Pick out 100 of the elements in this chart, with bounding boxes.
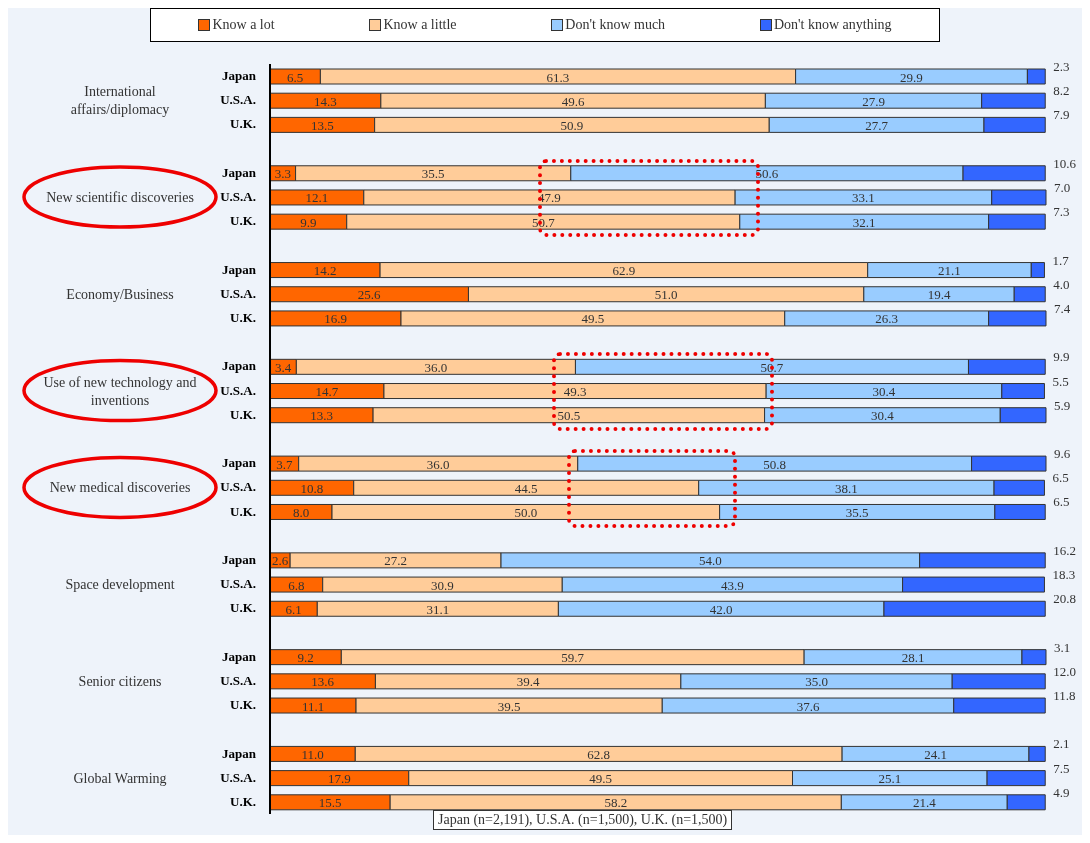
data-label: 7.5 bbox=[1053, 760, 1070, 776]
data-label: 32.1 bbox=[852, 214, 876, 230]
data-label: 5.5 bbox=[1052, 373, 1069, 389]
data-label: 2.3 bbox=[1053, 59, 1070, 74]
data-label: 11.0 bbox=[301, 746, 324, 762]
y-tick-label: Japan bbox=[222, 648, 257, 664]
legend-label: Know a lot bbox=[211, 17, 275, 33]
data-label: 2.6 bbox=[271, 553, 289, 569]
data-label: 49.5 bbox=[589, 771, 613, 787]
data-label: 49.5 bbox=[581, 311, 605, 327]
data-label: 8.0 bbox=[292, 504, 310, 520]
data-label: 4.0 bbox=[1053, 276, 1070, 292]
data-label: 14.7 bbox=[315, 384, 339, 400]
data-label: 9.6 bbox=[1054, 446, 1071, 462]
data-label: 50.8 bbox=[763, 456, 787, 472]
y-tick-label: U.K. bbox=[230, 406, 256, 422]
data-label: 38.1 bbox=[835, 480, 858, 496]
y-tick-label: U.K. bbox=[230, 697, 256, 713]
data-label: 61.3 bbox=[546, 69, 570, 85]
y-tick-label: U.S.A. bbox=[220, 576, 256, 592]
data-label: 36.0 bbox=[426, 456, 450, 472]
data-label: 51.0 bbox=[654, 287, 678, 303]
data-label: 43.9 bbox=[721, 577, 744, 593]
data-label: 12.1 bbox=[305, 190, 329, 206]
data-label: 7.4 bbox=[1054, 300, 1071, 316]
text: Senior citizens bbox=[78, 673, 162, 689]
data-label: 7.0 bbox=[1054, 179, 1071, 195]
y-tick-label: U.K. bbox=[230, 213, 256, 229]
text: Space development bbox=[65, 577, 175, 593]
y-tick-label: U.S.A. bbox=[220, 285, 256, 301]
data-label: 8.2 bbox=[1053, 83, 1070, 99]
data-label: 29.9 bbox=[900, 69, 923, 85]
text: Global Warming bbox=[73, 770, 167, 786]
data-label: 30.4 bbox=[872, 384, 896, 400]
data-label: 21.4 bbox=[912, 795, 937, 811]
data-label: 16.2 bbox=[1053, 542, 1076, 558]
data-label: 30.4 bbox=[871, 408, 895, 424]
y-tick-label: Japan bbox=[222, 455, 257, 471]
data-label: 13.6 bbox=[311, 674, 335, 690]
data-label: 6.1 bbox=[285, 601, 302, 617]
data-label: 50.0 bbox=[514, 504, 538, 520]
data-label: 6.5 bbox=[1053, 494, 1070, 510]
y-tick-label: U.S.A. bbox=[220, 672, 256, 688]
data-label: 1.7 bbox=[1052, 252, 1070, 268]
data-label: 62.9 bbox=[612, 263, 636, 279]
data-label: 10.6 bbox=[1053, 155, 1077, 171]
y-tick-label: U.S.A. bbox=[220, 92, 256, 108]
y-tick-label: U.S.A. bbox=[220, 769, 256, 785]
data-label: 16.9 bbox=[324, 311, 347, 327]
y-tick-label: Japan bbox=[222, 551, 257, 567]
data-label: 50.9 bbox=[560, 117, 584, 133]
data-label: 35.5 bbox=[845, 504, 869, 520]
data-label: 30.9 bbox=[431, 577, 454, 593]
data-label: 9.2 bbox=[297, 650, 314, 666]
data-label: 11.8 bbox=[1053, 688, 1076, 704]
text: New scientific discoveries bbox=[46, 190, 194, 206]
data-label: 28.1 bbox=[901, 650, 925, 666]
legend-label: Know a little bbox=[382, 17, 457, 33]
data-label: 49.3 bbox=[563, 384, 587, 400]
data-label: 13.5 bbox=[310, 117, 334, 133]
data-label: 62.8 bbox=[587, 746, 611, 762]
data-label: 50.6 bbox=[755, 166, 779, 182]
data-label: 9.9 bbox=[1053, 349, 1070, 365]
y-tick-label: U.K. bbox=[230, 116, 256, 132]
data-label: 35.0 bbox=[805, 674, 828, 690]
y-tick-label: U.K. bbox=[230, 600, 256, 616]
annotation: Japan (n=2,191), U.S.A. (n=1,500), U.K. (n=1,500) bbox=[433, 810, 733, 830]
data-label: 6.5 bbox=[1052, 470, 1069, 486]
data-label: 54.0 bbox=[698, 553, 722, 569]
data-label: 6.8 bbox=[288, 577, 305, 593]
data-label: 6.5 bbox=[287, 69, 304, 85]
data-label: 27.7 bbox=[865, 117, 889, 133]
y-tick-label: U.S.A. bbox=[220, 382, 256, 398]
data-label: 26.3 bbox=[875, 311, 899, 327]
data-label: 18.3 bbox=[1052, 567, 1076, 583]
text: Economy/Business bbox=[66, 286, 174, 302]
data-label: 33.1 bbox=[852, 190, 875, 206]
data-label: 35.5 bbox=[421, 166, 445, 182]
data-label: 58.2 bbox=[604, 795, 628, 811]
data-label: 25.6 bbox=[357, 287, 382, 303]
data-label: 14.2 bbox=[313, 263, 337, 279]
text: New medical discoveries bbox=[49, 480, 191, 496]
text: International affairs/diplomacy bbox=[70, 84, 170, 118]
y-tick-label: U.K. bbox=[230, 793, 256, 809]
data-label: 27.2 bbox=[384, 553, 407, 569]
data-label: 9.9 bbox=[300, 214, 317, 230]
y-tick-label: U.K. bbox=[230, 503, 256, 519]
data-label: 3.7 bbox=[276, 456, 293, 472]
data-label: 14.3 bbox=[314, 93, 337, 109]
legend-label: Don't know anything bbox=[772, 17, 892, 33]
data-label: 47.9 bbox=[538, 190, 561, 206]
data-label: 39.4 bbox=[516, 674, 541, 690]
data-label: 37.6 bbox=[796, 698, 820, 714]
data-label: 5.9 bbox=[1054, 397, 1071, 413]
y-tick-label: Japan bbox=[222, 164, 257, 180]
data-label: 50.5 bbox=[557, 408, 581, 424]
data-label: 10.8 bbox=[300, 480, 324, 496]
data-label: 44.5 bbox=[514, 480, 538, 496]
data-label: 24.1 bbox=[924, 746, 947, 762]
data-label: 21.1 bbox=[938, 263, 961, 279]
